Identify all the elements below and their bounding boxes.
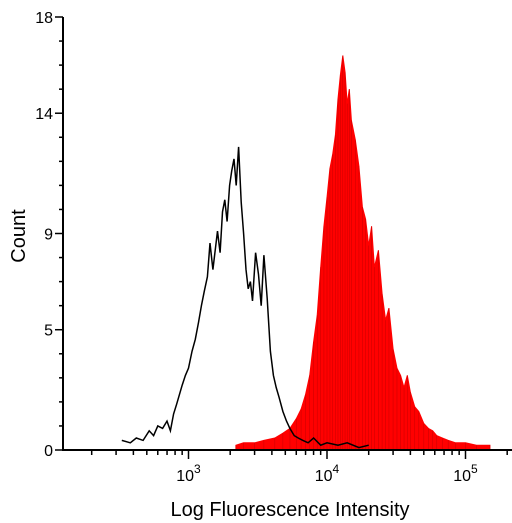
x-axis-title: Log Fluorescence Intensity: [170, 499, 409, 521]
series-red-area: [235, 55, 491, 451]
x-tick-label: 103: [176, 462, 201, 485]
y-axis-ticks: 0 5 9 14 18: [35, 10, 63, 460]
y-axis-title: Count: [8, 209, 30, 263]
series-red-filled-histogram: [235, 55, 491, 451]
series-black-outline-histogram: [121, 146, 369, 449]
y-tick-label: 5: [44, 323, 53, 340]
x-tick-label: 104: [315, 462, 340, 485]
y-tick-label: 18: [35, 10, 53, 27]
series-black-outline: [121, 146, 369, 449]
x-tick-label: 105: [453, 462, 478, 485]
y-tick-label: 0: [44, 443, 53, 460]
x-axis-ticks: 103 104 105: [90, 450, 508, 485]
y-tick-label: 14: [35, 106, 53, 123]
y-tick-label: 9: [44, 227, 53, 244]
